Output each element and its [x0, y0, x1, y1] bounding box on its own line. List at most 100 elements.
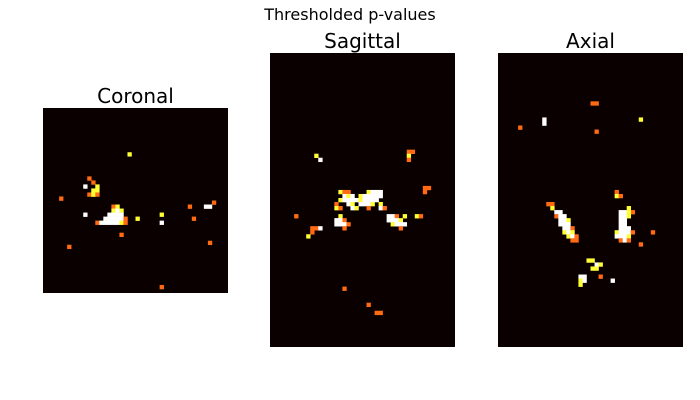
- heatmap-cell: [362, 202, 367, 207]
- heatmap-cell: [358, 202, 363, 207]
- heatmap-cell: [310, 226, 315, 231]
- heatmap-cell: [366, 206, 371, 211]
- heatmap-cell: [111, 220, 116, 225]
- heatmap-cell: [159, 284, 164, 290]
- heatmap-cell: [123, 216, 128, 221]
- heatmap-cell: [83, 212, 88, 217]
- heatmap-cell: [390, 218, 395, 223]
- heatmap-cell: [342, 226, 347, 231]
- heatmap-cell: [366, 302, 371, 308]
- heatmap-cell: [314, 153, 319, 159]
- heatmap-cell: [570, 230, 575, 235]
- heatmap-cell: [354, 197, 359, 203]
- heatmap-cell: [394, 218, 399, 223]
- heatmap-cell: [394, 222, 399, 227]
- heatmap-cell: [87, 192, 92, 197]
- heatmap-cell: [614, 189, 619, 195]
- heatmap-cell: [374, 193, 379, 199]
- heatmap-cell: [338, 206, 343, 211]
- heatmap-cell: [558, 222, 563, 227]
- heatmap-cell: [346, 222, 351, 227]
- heatmap-cell: [354, 206, 359, 211]
- heatmap-cell: [135, 216, 140, 221]
- heatmap-cell: [594, 129, 599, 134]
- heatmap-cell: [614, 234, 619, 239]
- heatmap-cell: [546, 202, 551, 207]
- heatmap-cell: [622, 222, 627, 227]
- heatmap-cell: [111, 212, 116, 217]
- heatmap-cell: [334, 202, 339, 207]
- heatmap-cell: [590, 266, 595, 271]
- sagittal-title: Sagittal: [324, 29, 401, 53]
- heatmap-cell: [618, 226, 623, 231]
- heatmap-cell: [374, 310, 379, 316]
- heatmap-cell: [566, 226, 571, 231]
- heatmap-cell: [566, 230, 571, 235]
- heatmap-cell: [618, 218, 623, 223]
- heatmap-cell: [366, 202, 371, 207]
- heatmap-cell: [362, 193, 367, 199]
- heatmap-cell: [626, 206, 632, 211]
- heatmap-cell: [402, 222, 408, 227]
- heatmap-cell: [550, 202, 555, 207]
- heatmap-cell: [386, 214, 391, 219]
- heatmap-cell: [382, 206, 387, 211]
- heatmap-cell: [426, 185, 432, 191]
- heatmap-cell: [159, 212, 164, 217]
- heatmap-cell: [618, 210, 623, 215]
- heatmap-cell: [594, 266, 599, 271]
- heatmap-cell: [406, 157, 412, 163]
- heatmap-cell: [554, 210, 559, 215]
- heatmap-cell: [103, 220, 108, 225]
- heatmap-cell: [630, 230, 636, 235]
- heatmap-cell: [582, 278, 587, 283]
- heatmap-cell: [346, 202, 351, 207]
- heatmap-cell: [378, 193, 383, 199]
- heatmap-cell: [207, 204, 213, 209]
- axial-title: Axial: [566, 29, 615, 53]
- heatmap-cell: [338, 189, 343, 195]
- heatmap-cell: [378, 206, 383, 211]
- heatmap-cell: [346, 189, 351, 195]
- heatmap-cell: [187, 204, 193, 209]
- heatmap-cell: [91, 192, 96, 197]
- sagittal-panel: [270, 53, 455, 347]
- heatmap-cell: [562, 218, 567, 223]
- heatmap-cell: [338, 197, 343, 203]
- heatmap-cell: [370, 197, 375, 203]
- heatmap-cell: [334, 222, 339, 227]
- heatmap-cell: [410, 149, 416, 154]
- heatmap-cell: [191, 216, 197, 221]
- heatmap-cell: [578, 274, 583, 279]
- heatmap-cell: [566, 222, 571, 227]
- heatmap-cell: [574, 234, 579, 239]
- heatmap-cell: [594, 262, 599, 267]
- heatmap-cell: [386, 218, 391, 223]
- heatmap-cell: [398, 218, 404, 223]
- heatmap-cell: [390, 222, 395, 227]
- heatmap-cell: [294, 214, 299, 219]
- heatmap-cell: [378, 310, 383, 316]
- coronal-title: Coronal: [97, 84, 174, 108]
- heatmap-cell: [123, 220, 128, 225]
- heatmap-cell: [586, 258, 591, 263]
- heatmap-cell: [414, 214, 420, 219]
- heatmap-cell: [626, 234, 632, 239]
- sagittal-heatmap: [270, 53, 455, 347]
- heatmap-cell: [115, 204, 120, 209]
- heatmap-cell: [334, 206, 339, 211]
- heatmap-cell: [518, 125, 523, 130]
- heatmap-cell: [598, 274, 603, 279]
- heatmap-cell: [362, 197, 367, 203]
- heatmap-cell: [618, 238, 623, 243]
- heatmap-cell: [338, 218, 343, 223]
- heatmap-cell: [638, 117, 644, 122]
- heatmap-cell: [350, 206, 355, 211]
- heatmap-cell: [115, 212, 120, 217]
- heatmap-cell: [418, 214, 424, 219]
- heatmap-cell: [626, 226, 632, 231]
- heatmap-cell: [626, 210, 632, 215]
- heatmap-cell: [115, 216, 120, 221]
- heatmap-cell: [406, 153, 412, 159]
- heatmap-cell: [406, 149, 412, 154]
